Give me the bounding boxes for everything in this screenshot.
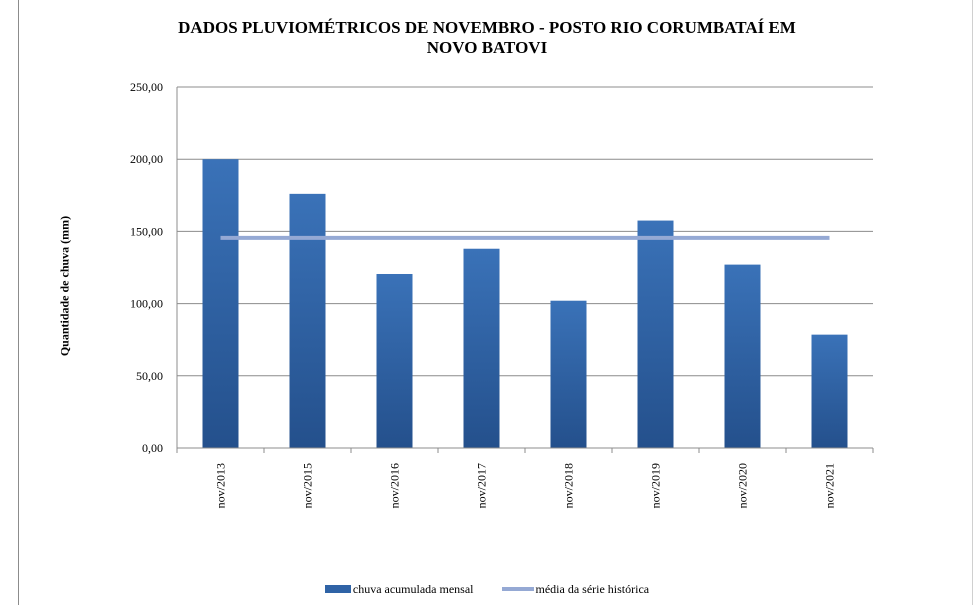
legend-swatch-line bbox=[501, 587, 534, 591]
bar bbox=[463, 248, 500, 448]
chart-title-line1: DADOS PLUVIOMÉTRICOS DE NOVEMBRO - POSTO… bbox=[178, 18, 796, 37]
chart-title: DADOS PLUVIOMÉTRICOS DE NOVEMBRO - POSTO… bbox=[0, 18, 974, 58]
y-tick-label: 50,00 bbox=[136, 369, 163, 383]
legend-label-bars: chuva acumulada mensal bbox=[352, 581, 474, 596]
bar bbox=[637, 220, 674, 448]
chart-title-line2: NOVO BATOVI bbox=[426, 38, 548, 57]
legend: chuva acumulada mensal média da série hi… bbox=[0, 580, 974, 598]
x-tick-label: nov/2019 bbox=[649, 463, 663, 508]
legend-swatch-bars bbox=[324, 585, 351, 593]
y-tick-label: 250,00 bbox=[130, 80, 163, 94]
bar bbox=[724, 264, 761, 448]
x-tick-label: nov/2016 bbox=[388, 463, 402, 508]
y-tick-label: 100,00 bbox=[130, 297, 163, 311]
bar bbox=[289, 193, 326, 448]
legend-label-line: média da série histórica bbox=[535, 581, 650, 596]
x-tick-label: nov/2018 bbox=[562, 463, 576, 508]
legend-item-bars: chuva acumulada mensal bbox=[324, 581, 474, 597]
x-tick-label: nov/2017 bbox=[475, 463, 489, 508]
y-tick-label: 150,00 bbox=[130, 224, 163, 238]
x-tick-label: nov/2021 bbox=[823, 463, 837, 508]
bar bbox=[376, 273, 413, 448]
x-tick-label: nov/2020 bbox=[736, 463, 750, 508]
y-tick-label: 200,00 bbox=[130, 152, 163, 166]
bar bbox=[811, 334, 848, 448]
y-tick-label: 0,00 bbox=[142, 441, 163, 455]
legend-item-line: média da série histórica bbox=[474, 581, 650, 597]
bar bbox=[550, 300, 587, 448]
bar bbox=[202, 159, 239, 448]
x-tick-label: nov/2015 bbox=[301, 463, 315, 508]
x-tick-label: nov/2013 bbox=[214, 463, 228, 508]
